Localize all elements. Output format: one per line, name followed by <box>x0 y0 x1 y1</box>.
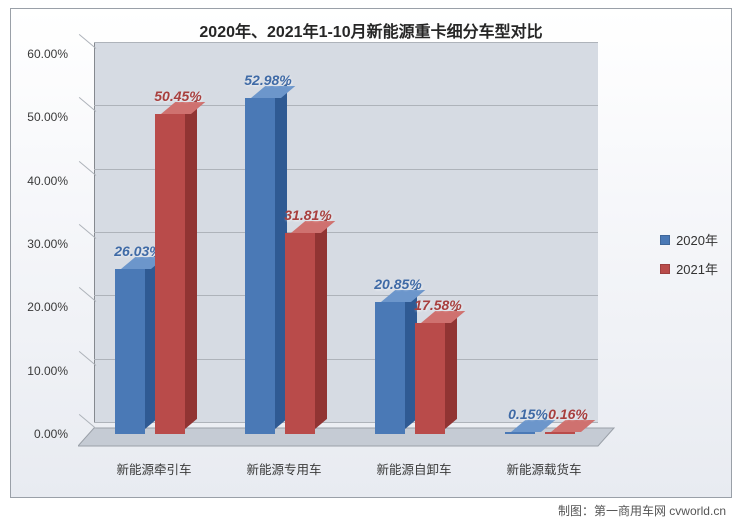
bar <box>155 114 185 434</box>
data-label: 0.15% <box>508 406 548 422</box>
bar-front <box>375 302 405 434</box>
bar <box>505 432 535 434</box>
bar <box>415 323 445 434</box>
gridline <box>94 42 598 43</box>
bar-front <box>545 432 575 434</box>
legend-label-2020: 2020年 <box>676 230 718 249</box>
bar <box>375 302 405 434</box>
bar-front <box>505 432 535 434</box>
bar-front <box>245 98 275 434</box>
data-label: 31.81% <box>284 207 331 223</box>
bar-front <box>115 269 145 434</box>
bar <box>245 98 275 434</box>
bar <box>545 432 575 434</box>
data-label: 20.85% <box>374 276 421 292</box>
data-label: 52.98% <box>244 72 291 88</box>
legend-item-2020: 2020年 <box>660 230 718 249</box>
credit-text: 制图：第一商用车网 cvworld.cn <box>558 502 726 519</box>
y-tick-label: 50.00% <box>27 110 68 124</box>
legend: 2020年 2021年 <box>660 220 718 288</box>
x-tick-label: 新能源载货车 <box>484 459 604 478</box>
legend-item-2021: 2021年 <box>660 259 718 278</box>
bar-front <box>415 323 445 434</box>
data-label: 0.16% <box>548 406 588 422</box>
y-tick-label: 10.00% <box>27 364 68 378</box>
data-label: 50.45% <box>154 88 201 104</box>
bar <box>285 233 315 434</box>
y-tick-label: 20.00% <box>27 300 68 314</box>
x-tick-label: 新能源专用车 <box>224 459 344 478</box>
y-tick-label: 60.00% <box>27 47 68 61</box>
data-label: 17.58% <box>414 297 461 313</box>
chart-container: 2020年、2021年1-10月新能源重卡细分车型对比 0.00%10.00%2… <box>0 0 742 525</box>
plot-area: 0.00%10.00%20.00%30.00%40.00%50.00%60.00… <box>78 56 598 446</box>
x-tick-label: 新能源牵引车 <box>94 459 214 478</box>
y-tick-label: 0.00% <box>34 427 68 441</box>
legend-swatch-2020 <box>660 235 670 245</box>
bar-front <box>285 233 315 434</box>
x-tick-label: 新能源自卸车 <box>354 459 474 478</box>
bar-side <box>315 217 327 429</box>
y-tick-label: 30.00% <box>27 237 68 251</box>
bar-front <box>155 114 185 434</box>
legend-swatch-2021 <box>660 264 670 274</box>
bar <box>115 269 145 434</box>
bar-side <box>185 99 197 429</box>
chart-title: 2020年、2021年1-10月新能源重卡细分车型对比 <box>0 18 742 42</box>
bar-side <box>445 308 457 429</box>
legend-label-2021: 2021年 <box>676 259 718 278</box>
y-tick-label: 40.00% <box>27 174 68 188</box>
